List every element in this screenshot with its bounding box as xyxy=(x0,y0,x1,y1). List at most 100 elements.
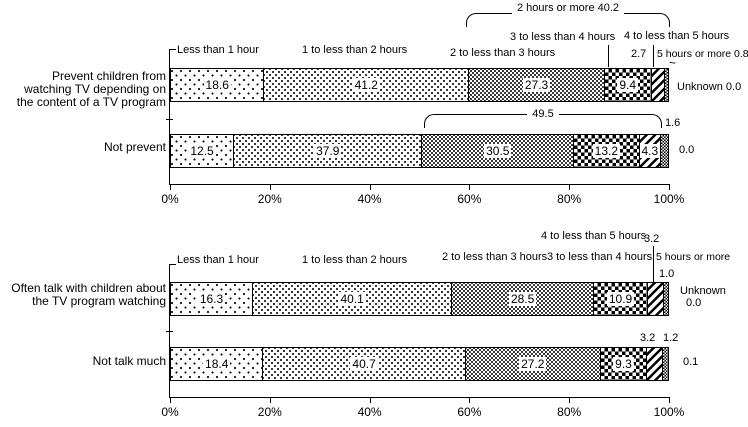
segment-2-to-less-than-3-hours: 28.5 xyxy=(451,283,593,315)
segment-value-label: 27.2 xyxy=(519,357,547,371)
series-header-3-to-4-hours: 3 to less than 4 hours xyxy=(510,31,616,43)
value-label-4-to-5-hours: 3.2 xyxy=(644,233,660,245)
segment-3-to-less-than-4-hours: 9.4 xyxy=(603,69,651,101)
segment-value-label: 37.9 xyxy=(314,144,342,158)
x-axis-tick-label: 60% xyxy=(457,192,482,206)
y-axis-top-tick xyxy=(169,49,176,50)
squiggle-pointer: ~ xyxy=(669,56,677,70)
segment-4-to-less-than-5-hours xyxy=(646,348,662,380)
value-label-unknown-number: 0.0 xyxy=(686,297,702,309)
segment-2-to-less-than-3-hours: 27.2 xyxy=(464,348,600,380)
category-label-prevent: Prevent children from watching TV depend… xyxy=(16,69,166,109)
segment-1-to-less-than-2-hours: 37.9 xyxy=(233,135,422,167)
series-header-less-than-1-hour: Less than 1 hour xyxy=(177,44,259,56)
segment-value-label: 9.3 xyxy=(613,357,634,371)
segment-value-label: 18.6 xyxy=(203,78,231,92)
series-header-2-to-3-hours: 2 to less than 3 hours xyxy=(442,251,548,263)
segment-4-to-less-than-5-hours: 4.3 xyxy=(638,135,661,167)
segment-value-label: 18.4 xyxy=(203,357,231,371)
series-header-4-to-5-hours: 4 to less than 5 hours xyxy=(541,230,647,242)
segment-2-to-less-than-3-hours: 27.3 xyxy=(468,69,604,101)
segment-value-label: 40.1 xyxy=(338,292,366,306)
x-axis-tick-mark xyxy=(170,398,171,403)
x-axis-tick-mark xyxy=(170,185,171,190)
x-axis-tick-label: 40% xyxy=(357,192,382,206)
series-header-5-hours-or-more: 5 hours or more 0.8 xyxy=(657,48,748,60)
x-axis-tick-marks xyxy=(170,398,670,403)
segment-unknown xyxy=(667,348,668,380)
bar-often-talk: 16.3 40.1 28.5 10.9 xyxy=(170,282,669,316)
segment-value-label: 10.9 xyxy=(606,292,635,306)
leader-line-5-hours-or-more xyxy=(653,246,654,282)
group-bracket xyxy=(466,13,670,27)
x-axis-tick-label: 20% xyxy=(257,405,282,419)
segment-5-hours-or-more xyxy=(663,69,668,101)
segment-4-to-less-than-5-hours xyxy=(647,283,663,315)
bar-not-prevent: 12.5 37.9 30.5 13.2 4.3 xyxy=(170,134,669,168)
segment-5-hours-or-more xyxy=(661,348,668,380)
x-axis-tick-mark xyxy=(269,185,271,190)
x-axis-tick-mark xyxy=(669,185,670,190)
segment-less-than-1-hour: 18.6 xyxy=(171,69,264,101)
category-label-not-talk-much: Not talk much xyxy=(92,354,166,368)
segment-value-label: 28.5 xyxy=(508,292,537,306)
category-label-not-prevent: Not prevent xyxy=(103,140,166,154)
segment-3-to-less-than-4-hours: 10.9 xyxy=(592,283,648,315)
x-axis-tick-mark xyxy=(569,398,571,403)
segment-4-to-less-than-5-hours xyxy=(650,69,664,101)
segment-2-to-less-than-3-hours: 30.5 xyxy=(421,135,574,167)
y-axis-mid-tick xyxy=(166,119,173,120)
x-axis-tick-marks xyxy=(170,185,670,190)
bar-not-talk-much: 18.4 40.7 27.2 9.3 xyxy=(170,347,669,381)
segment-less-than-1-hour: 16.3 xyxy=(171,283,252,315)
segment-value-label: 16.3 xyxy=(197,292,226,306)
segment-value-label: 12.5 xyxy=(188,144,216,158)
x-axis-tick-labels: 0% 20% 40% 60% 80% 100% xyxy=(161,192,684,206)
value-label-5-plus: 1.0 xyxy=(659,268,675,280)
y-axis-mid-tick xyxy=(166,331,173,332)
segment-value-label: 9.4 xyxy=(617,78,639,92)
segment-value-label: 4.3 xyxy=(639,144,661,158)
segment-3-to-less-than-4-hours: 13.2 xyxy=(573,135,639,167)
series-header-4-to-5-hours: 4 to less than 5 hours xyxy=(624,30,730,42)
x-axis-tick-mark xyxy=(469,185,471,190)
value-label-unknown-text: Unknown xyxy=(680,285,726,297)
bar-prevent: 18.6 41.2 27.3 9.4 xyxy=(170,68,669,102)
x-axis-tick-mark xyxy=(669,398,670,403)
segment-1-to-less-than-2-hours: 40.7 xyxy=(262,348,465,380)
x-axis-tick-mark xyxy=(469,398,471,403)
series-header-1-to-2-hours: 1 to less than 2 hours xyxy=(302,44,408,56)
x-axis-tick-labels: 0% 20% 40% 60% 80% 100% xyxy=(161,405,684,419)
x-axis-tick-label: 60% xyxy=(457,405,482,419)
x-axis-tick-mark xyxy=(569,185,571,190)
x-axis-tick-label: 100% xyxy=(653,405,685,419)
segment-1-to-less-than-2-hours: 41.2 xyxy=(263,69,469,101)
x-axis-tick-label: 80% xyxy=(557,192,582,206)
segment-unknown xyxy=(667,135,668,167)
segment-value-label: 30.5 xyxy=(484,144,512,158)
segment-unknown xyxy=(667,69,668,101)
x-axis-line xyxy=(169,397,670,398)
series-header-5-hours-or-more: 5 hours or more xyxy=(656,251,731,263)
value-label-4-to-5-hours: 2.7 xyxy=(631,48,647,60)
segment-less-than-1-hour: 18.4 xyxy=(171,348,263,380)
category-label-often-talk: Often talk with children about the TV pr… xyxy=(11,281,166,308)
x-axis-tick-label: 80% xyxy=(557,405,582,419)
segment-5-hours-or-more xyxy=(660,135,668,167)
series-header-3-to-4-hours: 3 to less than 4 hours xyxy=(547,251,653,263)
value-label-unknown: Unknown 0.0 xyxy=(677,81,742,93)
segment-1-to-less-than-2-hours: 40.1 xyxy=(252,283,452,315)
value-label-unknown: 0.0 xyxy=(679,144,695,156)
y-axis-top-tick xyxy=(169,264,176,265)
x-axis-tick-mark xyxy=(369,398,371,403)
segment-value-label: 27.3 xyxy=(522,78,551,92)
segment-unknown xyxy=(667,283,668,315)
x-axis-line xyxy=(169,184,670,185)
series-header-less-than-1-hour: Less than 1 hour xyxy=(177,254,259,266)
segment-less-than-1-hour: 12.5 xyxy=(171,135,234,167)
x-axis-tick-label: 0% xyxy=(161,405,179,419)
value-label-5-plus: 1.2 xyxy=(663,332,679,344)
leader-line-4-to-5-hours xyxy=(653,45,654,67)
bracket-label-49-5: 49.5 xyxy=(424,108,662,121)
